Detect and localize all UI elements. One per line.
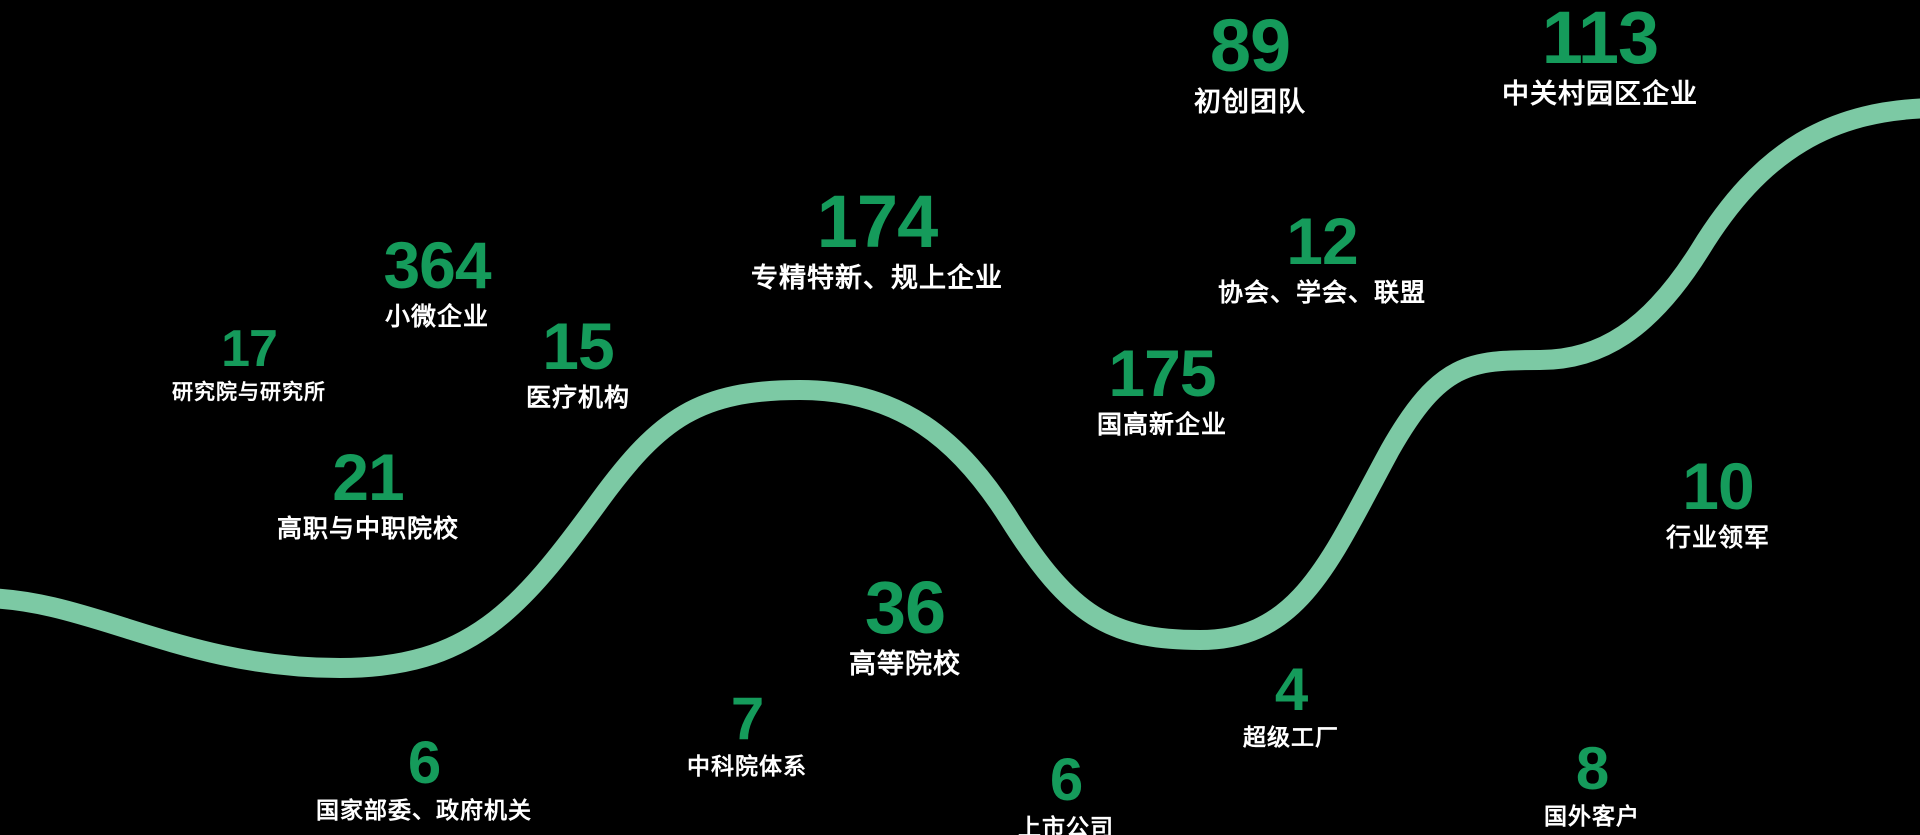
- stat-item-industry-leaders: 10 行业领军: [1665, 449, 1771, 553]
- stat-value-industry-leaders: 10: [1682, 449, 1754, 523]
- stat-label-startup-teams: 初创团队: [1194, 87, 1306, 118]
- stat-value-medical-institutions: 15: [542, 309, 614, 383]
- stat-item-medical-institutions: 15 医疗机构: [525, 309, 631, 413]
- stat-value-associations: 12: [1286, 204, 1358, 278]
- stat-label-associations: 协会、学会、联盟: [1217, 279, 1427, 308]
- stat-label-overseas-clients: 国外客户: [1544, 803, 1640, 830]
- stat-label-research-institutes: 研究院与研究所: [172, 381, 326, 405]
- stat-value-overseas-clients: 8: [1575, 735, 1609, 802]
- stat-value-national-hightech: 175: [1108, 336, 1216, 410]
- stat-item-startup-teams: 89 初创团队: [1194, 8, 1306, 116]
- stat-label-specialized-new-firms: 专精特新、规上企业: [751, 263, 1003, 294]
- stat-value-micro-small-firms: 364: [383, 228, 491, 302]
- stat-item-research-institutes: 17 研究院与研究所: [172, 320, 326, 405]
- stat-item-listed-companies: 6 上市公司: [1018, 749, 1114, 835]
- stat-value-research-institutes: 17: [221, 320, 278, 378]
- stat-label-cas-system: 中科院体系: [687, 753, 807, 780]
- stat-label-national-hightech: 国高新企业: [1096, 411, 1228, 440]
- stat-value-listed-companies: 6: [1049, 746, 1083, 813]
- stat-value-ministries-government: 6: [407, 729, 441, 796]
- stat-label-industry-leaders: 行业领军: [1665, 524, 1771, 553]
- stat-value-specialized-new-firms: 174: [816, 180, 938, 263]
- stat-value-startup-teams: 89: [1209, 4, 1291, 87]
- stat-item-ministries-government: 6 国家部委、政府机关: [316, 732, 532, 822]
- stat-item-micro-small-firms: 364 小微企业: [383, 228, 491, 332]
- stat-item-super-factory: 4 超级工厂: [1243, 659, 1339, 749]
- stat-label-medical-institutions: 医疗机构: [525, 384, 631, 413]
- stat-value-higher-education: 36: [864, 566, 946, 649]
- stat-label-vocational-colleges: 高职与中职院校: [276, 515, 460, 544]
- stat-label-listed-companies: 上市公司: [1018, 814, 1114, 835]
- stat-item-specialized-new-firms: 174 专精特新、规上企业: [751, 184, 1003, 292]
- stat-label-micro-small-firms: 小微企业: [384, 303, 489, 332]
- stat-item-vocational-colleges: 21 高职与中职院校: [276, 440, 460, 544]
- stat-value-cas-system: 7: [730, 685, 764, 752]
- stat-item-overseas-clients: 8 国外客户: [1544, 738, 1640, 828]
- stat-item-cas-system: 7 中科院体系: [687, 688, 807, 778]
- stat-value-super-factory: 4: [1274, 656, 1308, 723]
- stat-label-zhongguancun-park: 中关村园区企业: [1502, 79, 1698, 110]
- stat-label-ministries-government: 国家部委、政府机关: [316, 797, 532, 824]
- stat-item-associations: 12 协会、学会、联盟: [1217, 204, 1427, 308]
- stat-item-zhongguancun-park: 113 中关村园区企业: [1502, 0, 1698, 108]
- stat-item-national-hightech: 175 国高新企业: [1096, 336, 1228, 440]
- stat-item-higher-education: 36 高等院校: [849, 570, 961, 678]
- stat-value-vocational-colleges: 21: [332, 440, 404, 514]
- stat-label-higher-education: 高等院校: [849, 649, 961, 680]
- stat-label-super-factory: 超级工厂: [1243, 724, 1339, 751]
- stat-value-zhongguancun-park: 113: [1541, 0, 1659, 79]
